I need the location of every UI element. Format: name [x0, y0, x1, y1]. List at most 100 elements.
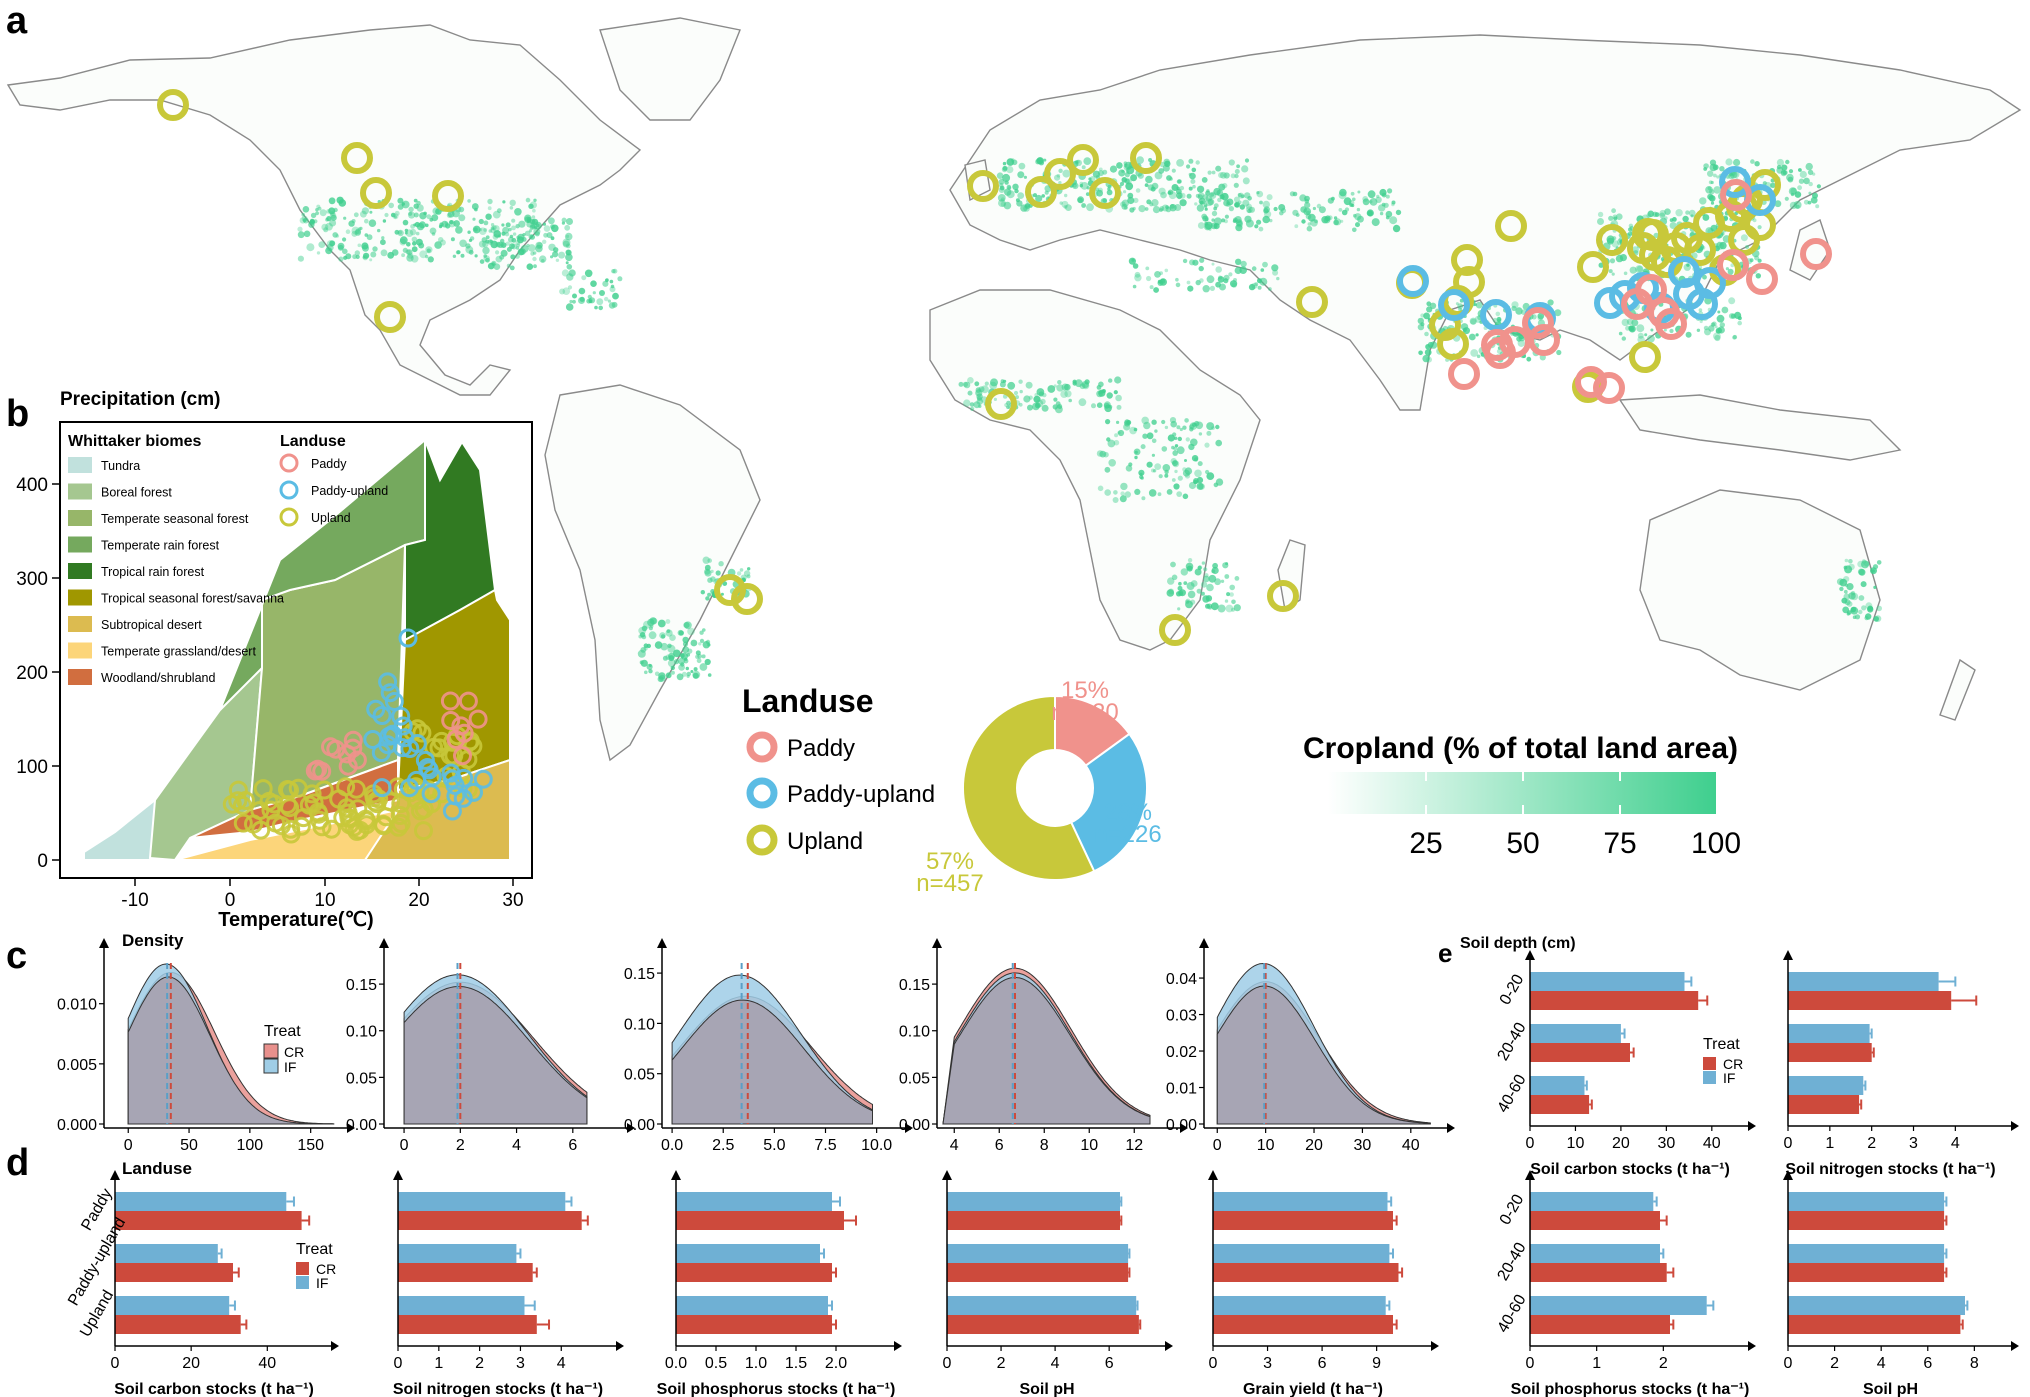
y-tick-label: 0.03	[1166, 1008, 1197, 1025]
cropland-patch	[483, 220, 489, 226]
upland-site-marker	[374, 301, 406, 333]
cropland-patch	[1709, 163, 1718, 172]
cropland-patch	[516, 243, 521, 248]
cropland-patch	[353, 212, 359, 218]
bar-cr	[1788, 1043, 1872, 1062]
cropland-patch	[500, 238, 505, 244]
cropland-patch	[1206, 583, 1214, 592]
cropland-patch	[533, 264, 537, 269]
whittaker-point	[410, 781, 430, 801]
cropland-patch	[531, 215, 536, 219]
cropland-patch	[1381, 202, 1386, 207]
cropland-patch	[1182, 469, 1190, 477]
whittaker-point	[441, 711, 461, 730]
bar-cr	[1213, 1315, 1393, 1334]
cropland-patch	[602, 280, 609, 287]
landmass-new-zealand	[1939, 658, 1976, 721]
landmass-madagascar	[1277, 539, 1306, 612]
cropland-patch	[1188, 186, 1193, 191]
cropland-patch	[485, 257, 490, 263]
cropland-patch	[474, 254, 478, 258]
cropland-patch	[584, 269, 593, 278]
cropland-patch	[335, 234, 340, 238]
cropland-patch	[1027, 404, 1033, 411]
density-curve	[127, 976, 334, 1125]
cropland-patch	[1201, 581, 1208, 588]
cropland-patch	[647, 618, 655, 627]
cropland-patch	[1219, 283, 1226, 291]
cropland-patch	[1035, 399, 1044, 408]
cropland-patch	[1168, 588, 1174, 595]
cropland-patch	[1876, 605, 1882, 612]
paddy-legend-label: Paddy	[787, 735, 855, 762]
cropland-patch	[1220, 579, 1225, 583]
cropland-patch	[522, 233, 526, 237]
donut-slice-upland	[962, 694, 1096, 881]
cropland-patch	[1098, 390, 1103, 395]
cropland-patch	[702, 641, 710, 649]
cropland-patch	[391, 249, 399, 256]
cropland-patch	[1331, 196, 1335, 201]
landuse-treat-label-cr: CR	[316, 1261, 336, 1277]
cropland-patch	[1025, 381, 1033, 389]
cropland-patch	[1280, 208, 1287, 214]
cropland-patch	[707, 577, 713, 583]
cropland-patch	[452, 209, 460, 218]
x-tick-label: 3	[1263, 1355, 1272, 1372]
cropland-patch	[746, 574, 751, 579]
cropland-patch	[1080, 182, 1089, 190]
x-tick-label: 10	[1257, 1137, 1275, 1154]
cropland-patch	[641, 634, 647, 640]
cropland-patch	[515, 240, 521, 246]
cropland-patch	[1279, 210, 1284, 216]
cropland-patch	[1127, 196, 1135, 205]
cropland-patch	[1876, 560, 1882, 565]
cropland-patch	[1688, 209, 1696, 217]
x-tick-label: 40	[258, 1355, 276, 1372]
paddy-upland-site-marker	[1397, 265, 1429, 297]
cropland-patch	[1205, 195, 1213, 202]
cropland-patch	[1245, 206, 1253, 214]
cropland-patch	[1017, 171, 1025, 179]
bar-if	[115, 1244, 218, 1263]
x-axis-arrow	[1180, 1123, 1188, 1133]
cropland-patch	[302, 218, 307, 223]
x-tick-label: 2.5	[712, 1137, 734, 1154]
cropland-patch	[505, 222, 511, 228]
x-tick-label: 6	[995, 1137, 1004, 1154]
upland-site-marker	[1577, 251, 1609, 283]
cropland-patch	[1213, 203, 1219, 209]
cropland-patch	[431, 214, 439, 222]
cropland-patch	[1195, 279, 1201, 286]
cropland-patch	[665, 672, 672, 679]
bar-chart: 0 2 4 6 8 Soil pH	[1783, 1170, 2019, 1397]
y-axis-arrow	[1525, 1170, 1535, 1180]
cropland-patch	[467, 199, 471, 203]
cropland-patch	[1159, 278, 1167, 286]
cropland-patch	[1609, 258, 1616, 264]
cropland-patch	[1733, 158, 1741, 167]
cropland-patch	[1159, 208, 1163, 212]
cropland-patch	[699, 663, 708, 671]
cropland-patch	[1102, 198, 1107, 203]
cropland-patch	[1154, 429, 1158, 433]
paddy-upland-legend-marker	[746, 777, 778, 809]
y-axis-arrow	[1199, 938, 1209, 948]
bar-chart: 0.0 0.5 1.0 1.5 2.0 Soil phosphorus stocks (t…	[657, 1170, 902, 1397]
density-chart: 0.00 0.05 0.10 0.15 4 6 8 10 12	[899, 938, 1188, 1154]
cropland-patch	[720, 592, 724, 596]
cropland-patch	[511, 243, 517, 250]
bar-if	[1530, 1244, 1660, 1263]
cropland-patch	[390, 212, 396, 218]
cropland-patch	[483, 228, 488, 232]
cropland-patch	[1608, 269, 1613, 274]
cropland-patch	[323, 227, 329, 233]
whittaker-landuse-label: Paddy-upland	[311, 484, 388, 498]
x-axis-label: Soil phosphorus stocks (t ha⁻¹)	[657, 1381, 896, 1397]
cropland-patch	[674, 659, 680, 665]
x-axis-arrow	[1165, 1341, 1173, 1351]
cropland-patch	[1340, 219, 1344, 223]
whittaker-point	[399, 778, 419, 798]
cropland-patch	[1192, 184, 1196, 189]
cropland-patch	[1843, 589, 1848, 594]
